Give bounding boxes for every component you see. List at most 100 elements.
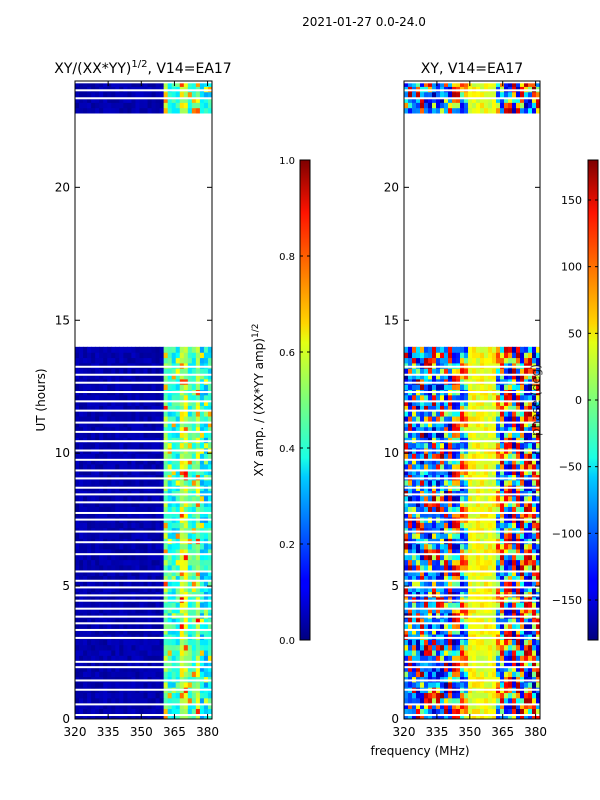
heatmap-cell <box>496 548 501 555</box>
heatmap-cell <box>448 713 453 719</box>
heatmap-cell <box>183 623 189 630</box>
heatmap-cell <box>416 676 421 683</box>
heatmap-cell <box>151 522 157 529</box>
data-gap-line <box>75 622 212 625</box>
heatmap-cell <box>404 442 409 449</box>
heatmap-cell <box>163 543 169 550</box>
heatmap-cell <box>175 96 181 103</box>
heatmap-cell <box>163 527 169 534</box>
heatmap-cell <box>191 692 197 699</box>
heatmap-cell <box>480 548 485 555</box>
heatmap-cell <box>440 617 445 624</box>
heatmap-cell <box>107 655 112 662</box>
heatmap-cell <box>195 458 201 465</box>
heatmap-cell <box>87 655 92 662</box>
heatmap-cell <box>472 655 477 662</box>
heatmap-cell <box>139 346 145 353</box>
heatmap-cell <box>464 692 469 699</box>
heatmap-cell <box>139 660 145 667</box>
heatmap-cell <box>476 564 481 571</box>
heatmap-cell <box>500 479 505 486</box>
heatmap-cell <box>87 453 92 460</box>
heatmap-cell <box>191 617 197 624</box>
heatmap-cell <box>203 559 209 566</box>
heatmap-cell <box>472 400 477 406</box>
heatmap-cell <box>516 527 521 534</box>
heatmap-cell <box>143 697 149 704</box>
heatmap-cell <box>135 538 141 545</box>
heatmap-cell <box>452 532 457 539</box>
heatmap-cell <box>115 708 120 715</box>
heatmap-cell <box>167 410 173 417</box>
heatmap-cell <box>87 591 92 598</box>
heatmap-cell <box>143 580 149 587</box>
heatmap-cell <box>155 532 161 539</box>
heatmap-cell <box>163 86 169 93</box>
heatmap-cell <box>155 102 161 109</box>
heatmap-cell <box>171 368 177 375</box>
heatmap-cell <box>408 554 413 561</box>
heatmap-cell <box>436 400 441 406</box>
heatmap-cell <box>163 394 169 401</box>
heatmap-cell <box>508 532 513 539</box>
heatmap-cell <box>191 474 197 481</box>
heatmap-cell <box>151 607 157 614</box>
heatmap-cell <box>512 426 517 433</box>
heatmap-cell <box>436 538 441 545</box>
heatmap-cell <box>83 86 88 93</box>
heatmap-cell <box>179 570 185 577</box>
heatmap-cell <box>460 394 465 401</box>
heatmap-cell <box>508 671 513 678</box>
heatmap-cell <box>504 421 509 428</box>
heatmap-cell <box>87 431 92 438</box>
heatmap-cell <box>536 394 540 401</box>
heatmap-cell <box>203 415 209 422</box>
heatmap-cell <box>159 405 165 412</box>
heatmap-cell <box>103 665 108 672</box>
heatmap-cell <box>207 644 212 651</box>
heatmap-cell <box>155 495 161 502</box>
heatmap-cell <box>528 506 533 513</box>
heatmap-cell <box>163 602 169 608</box>
heatmap-cell <box>155 506 161 513</box>
heatmap-cell <box>87 91 92 98</box>
heatmap-cell <box>203 357 209 364</box>
heatmap-cell <box>524 612 529 619</box>
heatmap-cell <box>436 522 441 529</box>
heatmap-cell <box>135 357 141 364</box>
heatmap-cell <box>492 522 497 529</box>
heatmap-cell <box>424 676 429 683</box>
heatmap-cell <box>175 400 181 406</box>
heatmap-cell <box>444 527 449 534</box>
heatmap-cell <box>131 660 137 667</box>
heatmap-cell <box>79 564 84 571</box>
heatmap-cell <box>103 559 108 566</box>
heatmap-cell <box>91 586 96 592</box>
heatmap-cell <box>412 458 417 465</box>
heatmap-cell <box>95 628 100 635</box>
heatmap-cell <box>191 357 197 364</box>
heatmap-cell <box>536 564 540 571</box>
heatmap-cell <box>139 394 145 401</box>
heatmap-cell <box>536 607 540 614</box>
heatmap-cell <box>83 538 88 545</box>
heatmap-cell <box>139 548 145 555</box>
heatmap-cell <box>191 649 197 656</box>
heatmap-cell <box>147 102 153 109</box>
heatmap-cell <box>159 708 165 715</box>
heatmap-cell <box>199 102 205 109</box>
heatmap-cell <box>484 368 489 375</box>
heatmap-cell <box>107 703 112 709</box>
heatmap-cell <box>476 490 481 497</box>
heatmap-cell <box>195 501 201 507</box>
heatmap-cell <box>151 639 157 646</box>
heatmap-cell <box>127 91 133 98</box>
heatmap-cell <box>95 559 100 566</box>
heatmap-cell <box>528 676 533 683</box>
heatmap-cell <box>428 469 433 476</box>
heatmap-cell <box>436 697 441 704</box>
heatmap-cell <box>75 692 80 699</box>
heatmap-cell <box>480 665 485 672</box>
heatmap-cell <box>195 596 201 603</box>
heatmap-cell <box>191 373 197 380</box>
